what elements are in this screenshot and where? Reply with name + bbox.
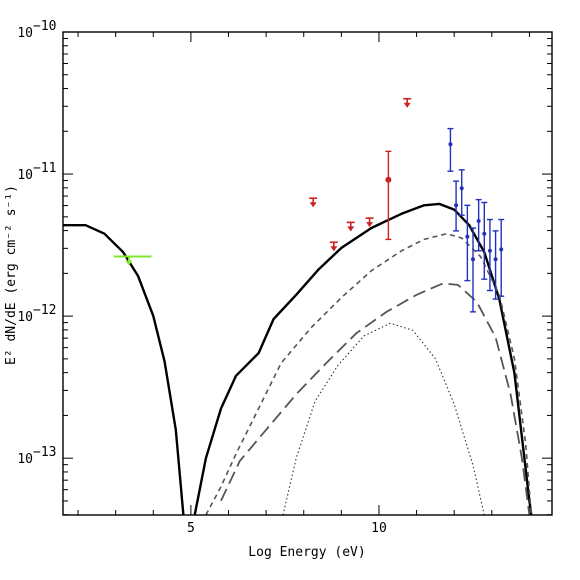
model-curve-solid — [193, 202, 533, 516]
model-curve-short-dash — [205, 232, 533, 516]
data-point — [476, 218, 481, 223]
upper-limit-arrowhead — [403, 102, 411, 108]
data-point — [499, 247, 504, 252]
data-point — [493, 257, 498, 262]
y-tick-label-exponent: −12 — [33, 303, 56, 318]
y-tick-label: 10 — [17, 168, 33, 183]
data-point — [482, 231, 487, 236]
data-point — [454, 203, 459, 208]
data-point — [385, 176, 392, 183]
x-tick-label: 10 — [371, 521, 387, 536]
upper-limit-arrowhead — [125, 260, 133, 266]
model-curve-dotted — [282, 322, 485, 516]
upper-limit-arrowhead — [330, 246, 338, 252]
y-tick-label: 10 — [17, 310, 33, 325]
model-curve-long-dash — [220, 282, 531, 516]
upper-limit-arrowhead — [309, 202, 317, 208]
x-tick-label: 5 — [187, 521, 195, 536]
y-tick-label-exponent: −11 — [33, 161, 56, 176]
x-axis-label: Log Energy (eV) — [248, 545, 365, 560]
data-point — [448, 142, 453, 147]
plot-frame — [62, 31, 553, 516]
y-tick-label-exponent: −13 — [33, 445, 56, 460]
upper-limit-arrowhead — [366, 222, 374, 228]
y-tick-label-exponent: −10 — [33, 19, 56, 34]
y-tick-label: 10 — [17, 26, 33, 41]
data-point — [459, 186, 464, 191]
y-axis-label: E² dN/dE (erg cm⁻² s⁻¹) — [4, 185, 19, 365]
data-points — [113, 97, 505, 313]
upper-limit-arrowhead — [347, 226, 355, 232]
data-point — [487, 248, 492, 253]
model-curve-solid — [63, 224, 185, 516]
data-point — [465, 234, 470, 239]
model-curves — [63, 202, 533, 516]
y-tick-label: 10 — [17, 452, 33, 467]
data-point — [471, 257, 476, 262]
